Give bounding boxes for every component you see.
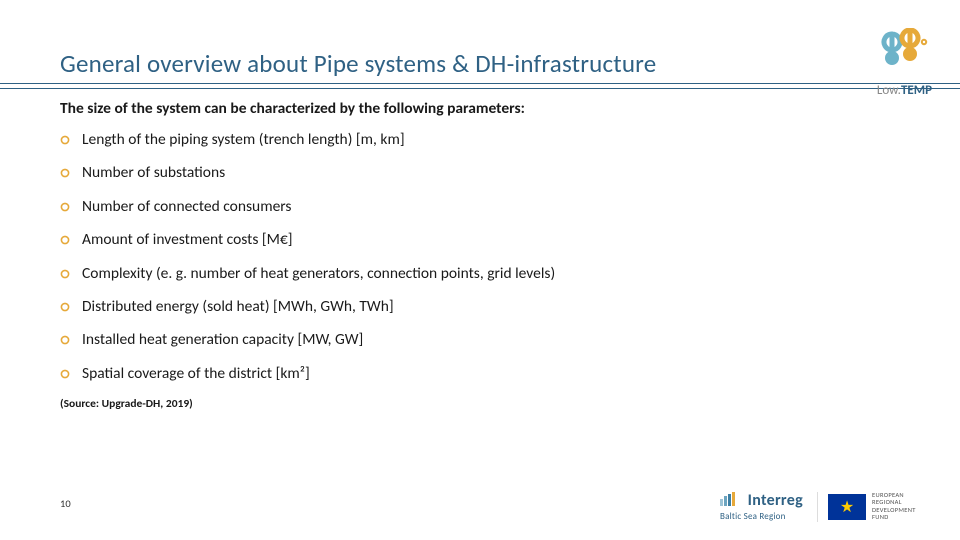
- bullet-item: Spatial coverage of the district [km²]: [60, 364, 900, 383]
- bullet-icon: [60, 235, 70, 245]
- bullet-text: Amount of investment costs [M€]: [82, 230, 293, 249]
- page-title: General overview about Pipe systems & DH…: [60, 48, 900, 79]
- eu-flag-icon: ★: [828, 494, 866, 520]
- slide: Low.TEMP General overview about Pipe sys…: [0, 0, 960, 540]
- bullet-item: Complexity (e. g. number of heat generat…: [60, 264, 900, 283]
- bullet-item: Number of substations: [60, 163, 900, 182]
- interreg-sub: Baltic Sea Region: [720, 511, 803, 522]
- footer-logos: Interreg Baltic Sea Region ★ EUROPEAN RE…: [720, 491, 932, 522]
- bullet-icon: [60, 202, 70, 212]
- eu-text: EUROPEAN REGIONAL DEVELOPMENT FUND: [872, 492, 932, 522]
- bullet-icon: [60, 302, 70, 312]
- bullet-item: Length of the piping system (trench leng…: [60, 130, 900, 149]
- bullet-icon: [60, 168, 70, 178]
- interreg-bars-icon: [720, 492, 742, 511]
- bullet-text: Spatial coverage of the district [km²]: [82, 364, 310, 383]
- lowtemp-logo: Low.TEMP: [877, 28, 932, 98]
- lowtemp-temp: TEMP: [901, 83, 932, 98]
- lowtemp-wordmark: Low.TEMP: [877, 83, 932, 98]
- bullet-text: Complexity (e. g. number of heat generat…: [82, 264, 555, 283]
- lowtemp-low: Low: [877, 83, 898, 98]
- interreg-logo: Interreg Baltic Sea Region: [720, 491, 803, 522]
- bullet-item: Installed heat generation capacity [MW, …: [60, 330, 900, 349]
- title-rule-1: [0, 83, 960, 84]
- subtitle: The size of the system can be characteri…: [60, 99, 900, 118]
- bullet-list: Length of the piping system (trench leng…: [60, 130, 900, 383]
- source-text: (Source: Upgrade-DH, 2019): [60, 397, 900, 411]
- bullet-text: Distributed energy (sold heat) [MWh, GWh…: [82, 297, 394, 316]
- bullet-text: Number of substations: [82, 163, 225, 182]
- eu-block: ★ EUROPEAN REGIONAL DEVELOPMENT FUND: [817, 492, 932, 522]
- page-number: 10: [60, 497, 71, 510]
- bullet-item: Distributed energy (sold heat) [MWh, GWh…: [60, 297, 900, 316]
- bullet-text: Length of the piping system (trench leng…: [82, 130, 405, 149]
- interreg-name: Interreg: [748, 491, 803, 510]
- bullet-icon: [60, 335, 70, 345]
- bullet-icon: [60, 269, 70, 279]
- bullet-text: Number of connected consumers: [82, 197, 292, 216]
- bullet-icon: [60, 135, 70, 145]
- bullet-item: Amount of investment costs [M€]: [60, 230, 900, 249]
- title-rule-2: [0, 88, 960, 89]
- bullet-icon: [60, 369, 70, 379]
- bullet-text: Installed heat generation capacity [MW, …: [82, 330, 363, 349]
- bullet-item: Number of connected consumers: [60, 197, 900, 216]
- lowtemp-icon: [878, 28, 930, 72]
